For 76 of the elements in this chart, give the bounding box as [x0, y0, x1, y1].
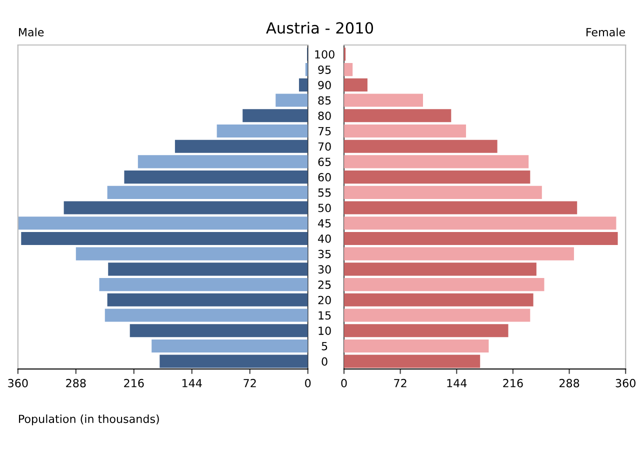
bar — [152, 339, 308, 352]
bar — [104, 308, 308, 322]
y-tick-label: 65 — [318, 158, 331, 166]
x-tick-label: 288 — [559, 378, 580, 388]
x-tick-label: 0 — [305, 378, 311, 388]
bar — [107, 293, 308, 306]
x-tick-label: 72 — [244, 378, 256, 388]
bar — [64, 201, 308, 214]
bar — [344, 262, 536, 276]
bar — [344, 278, 544, 292]
y-tick-label: 45 — [318, 219, 331, 228]
x-tick-label: 360 — [616, 378, 636, 388]
bar — [344, 201, 578, 214]
bar — [344, 186, 542, 199]
y-tick-label: 100 — [315, 50, 334, 59]
x-tick-label: 0 — [341, 378, 347, 388]
x-tick-label: 216 — [124, 378, 144, 388]
bar — [344, 140, 498, 153]
y-tick-label: 30 — [318, 265, 331, 274]
bar — [21, 232, 308, 246]
chart-title: Austria - 2010 — [266, 22, 374, 34]
bar — [344, 293, 534, 306]
bar — [344, 78, 368, 92]
bar — [344, 247, 574, 260]
bar — [130, 324, 308, 338]
x-tick-label: 72 — [394, 378, 406, 388]
y-tick-label: 25 — [318, 280, 331, 289]
bar — [344, 232, 618, 246]
bar — [344, 63, 353, 76]
bar — [344, 308, 530, 322]
x-tick-label: 288 — [66, 378, 86, 388]
x-tick-label: 144 — [182, 379, 202, 388]
y-tick-label: 40 — [318, 234, 331, 243]
bar — [344, 216, 616, 230]
bar — [344, 124, 466, 138]
text: Female — [586, 28, 626, 36]
bar — [108, 262, 308, 276]
y-tick-label: 95 — [318, 66, 331, 74]
y-tick-label: 70 — [318, 142, 331, 151]
bar — [276, 94, 308, 107]
y-tick-label: 90 — [318, 80, 331, 90]
x-tick-label: 144 — [447, 379, 467, 388]
y-tick-label: 60 — [318, 173, 331, 182]
bar — [344, 354, 480, 368]
bar — [242, 109, 308, 122]
bar — [216, 124, 308, 138]
y-tick-label: 35 — [318, 250, 331, 258]
y-tick-label: 20 — [318, 296, 331, 304]
x-tick-label: 216 — [503, 378, 523, 388]
bar — [107, 186, 308, 199]
y-tick-label: 55 — [318, 188, 331, 197]
x-axis-title: Population (in thousands) — [19, 414, 159, 426]
bar — [344, 94, 424, 107]
y-tick-label: 0 — [322, 357, 328, 366]
bar — [76, 247, 308, 260]
y-tick-label: 75 — [318, 127, 331, 136]
y-tick-label: 5 — [322, 342, 328, 350]
bar — [344, 109, 452, 122]
y-tick-label: 85 — [318, 96, 331, 105]
text: Male — [19, 28, 44, 36]
bar — [18, 216, 308, 230]
bar — [344, 170, 530, 184]
y-tick-label: 80 — [318, 112, 331, 120]
bar — [138, 155, 308, 168]
bar — [124, 170, 308, 184]
y-tick-label: 10 — [318, 326, 331, 335]
x-tick-label: 360 — [8, 378, 28, 388]
bar — [298, 78, 308, 92]
bar — [174, 140, 308, 153]
bar — [344, 339, 489, 352]
y-tick-label: 50 — [318, 204, 331, 212]
bar — [99, 278, 308, 292]
bar — [344, 155, 529, 168]
bar — [160, 354, 308, 368]
bar — [344, 324, 508, 338]
y-tick-label: 15 — [318, 311, 331, 320]
